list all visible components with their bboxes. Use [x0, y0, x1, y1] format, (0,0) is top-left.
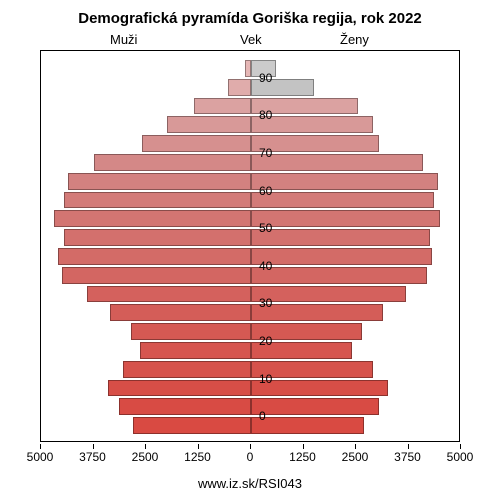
bar-men: [64, 229, 251, 246]
bar-women: [251, 267, 427, 284]
bar-men: [58, 248, 251, 265]
y-age-label: 0: [259, 409, 266, 423]
x-axis-ticks: 500037502500125001250250037505000: [40, 444, 460, 474]
x-tick-label: 2500: [342, 450, 369, 464]
header-labels: Muži Vek Ženy: [40, 32, 460, 50]
pyramid-plot: 90 80 70 60 50 40 30 20 10 0: [40, 50, 460, 442]
bar-men: [62, 267, 251, 284]
bar-women: [251, 417, 364, 434]
x-tick: [355, 444, 356, 449]
y-age-label: 30: [259, 296, 272, 310]
bar-women: [251, 210, 440, 227]
x-tick: [198, 444, 199, 449]
bar-men: [167, 116, 251, 133]
y-age-label: 40: [259, 259, 272, 273]
x-tick: [93, 444, 94, 449]
label-age: Vek: [240, 32, 262, 47]
bar-men: [68, 173, 251, 190]
x-tick-label: 2500: [132, 450, 159, 464]
x-tick-label: 5000: [447, 450, 474, 464]
bar-women: [251, 229, 430, 246]
y-age-label: 90: [259, 71, 272, 85]
bar-men: [87, 286, 251, 303]
x-tick-label: 3750: [394, 450, 421, 464]
bar-women: [251, 286, 406, 303]
x-tick: [145, 444, 146, 449]
bar-men: [108, 380, 251, 397]
bar-men: [142, 135, 251, 152]
bar-women: [251, 173, 438, 190]
source-label: www.iz.sk/RSI043: [0, 476, 500, 491]
bar-men: [123, 361, 251, 378]
x-tick: [460, 444, 461, 449]
y-age-label: 10: [259, 372, 272, 386]
x-tick-label: 5000: [27, 450, 54, 464]
bar-men: [94, 154, 252, 171]
y-age-label: 80: [259, 108, 272, 122]
y-age-label: 70: [259, 146, 272, 160]
bar-men: [140, 342, 251, 359]
x-tick-label: 1250: [289, 450, 316, 464]
y-age-label: 50: [259, 221, 272, 235]
x-tick-label: 3750: [79, 450, 106, 464]
bar-men: [54, 210, 251, 227]
bar-men: [228, 79, 251, 96]
bar-men: [131, 323, 251, 340]
bar-men: [110, 304, 251, 321]
x-tick-label: 1250: [184, 450, 211, 464]
y-age-label: 60: [259, 184, 272, 198]
x-tick: [408, 444, 409, 449]
chart-container: Demografická pyramída Goriška regija, ro…: [0, 0, 500, 500]
bar-women: [251, 248, 432, 265]
label-women: Ženy: [340, 32, 369, 47]
bar-men: [119, 398, 251, 415]
bar-men: [133, 417, 251, 434]
x-tick-label: 0: [247, 450, 254, 464]
label-men: Muži: [110, 32, 137, 47]
x-tick: [250, 444, 251, 449]
chart-title: Demografická pyramída Goriška regija, ro…: [0, 10, 500, 27]
bar-men: [64, 192, 251, 209]
y-age-label: 20: [259, 334, 272, 348]
bar-women: [251, 192, 434, 209]
bar-women: [251, 154, 423, 171]
x-tick: [303, 444, 304, 449]
bar-men: [194, 98, 251, 115]
bar-women: [251, 398, 379, 415]
x-tick: [40, 444, 41, 449]
